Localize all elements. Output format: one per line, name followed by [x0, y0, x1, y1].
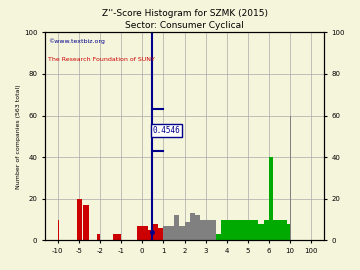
Text: ©www.textbiz.org: ©www.textbiz.org — [48, 39, 105, 44]
Bar — [243, 220, 248, 240]
Bar — [153, 224, 158, 240]
Bar — [283, 220, 287, 240]
Y-axis label: Number of companies (563 total): Number of companies (563 total) — [16, 84, 21, 189]
Bar — [206, 220, 211, 240]
Text: The Research Foundation of SUNY: The Research Foundation of SUNY — [48, 57, 155, 62]
Bar — [195, 215, 201, 240]
Title: Z''-Score Histogram for SZMK (2015)
Sector: Consumer Cyclical: Z''-Score Histogram for SZMK (2015) Sect… — [102, 9, 267, 30]
Bar — [248, 220, 253, 240]
Bar — [258, 224, 264, 240]
Bar — [280, 220, 283, 240]
Bar — [221, 220, 227, 240]
Bar — [158, 228, 163, 240]
Bar — [264, 220, 269, 240]
Bar — [113, 234, 121, 240]
Bar — [83, 205, 89, 240]
Bar — [148, 230, 153, 240]
Bar — [269, 157, 273, 240]
Bar — [137, 226, 148, 240]
Bar — [163, 226, 168, 240]
Bar — [253, 220, 258, 240]
Bar — [97, 234, 100, 240]
Bar — [287, 224, 290, 240]
Bar — [174, 215, 179, 240]
Bar — [168, 226, 174, 240]
Bar — [276, 220, 280, 240]
Bar — [227, 220, 232, 240]
Bar — [211, 220, 216, 240]
Bar — [185, 222, 190, 240]
Bar — [273, 220, 276, 240]
Bar — [237, 220, 243, 240]
Bar — [201, 220, 206, 240]
Text: 0.4546: 0.4546 — [153, 126, 180, 135]
Bar — [77, 199, 82, 240]
Bar — [232, 220, 237, 240]
Bar — [190, 213, 195, 240]
Bar — [58, 220, 59, 240]
Bar — [179, 226, 185, 240]
Bar — [216, 234, 221, 240]
